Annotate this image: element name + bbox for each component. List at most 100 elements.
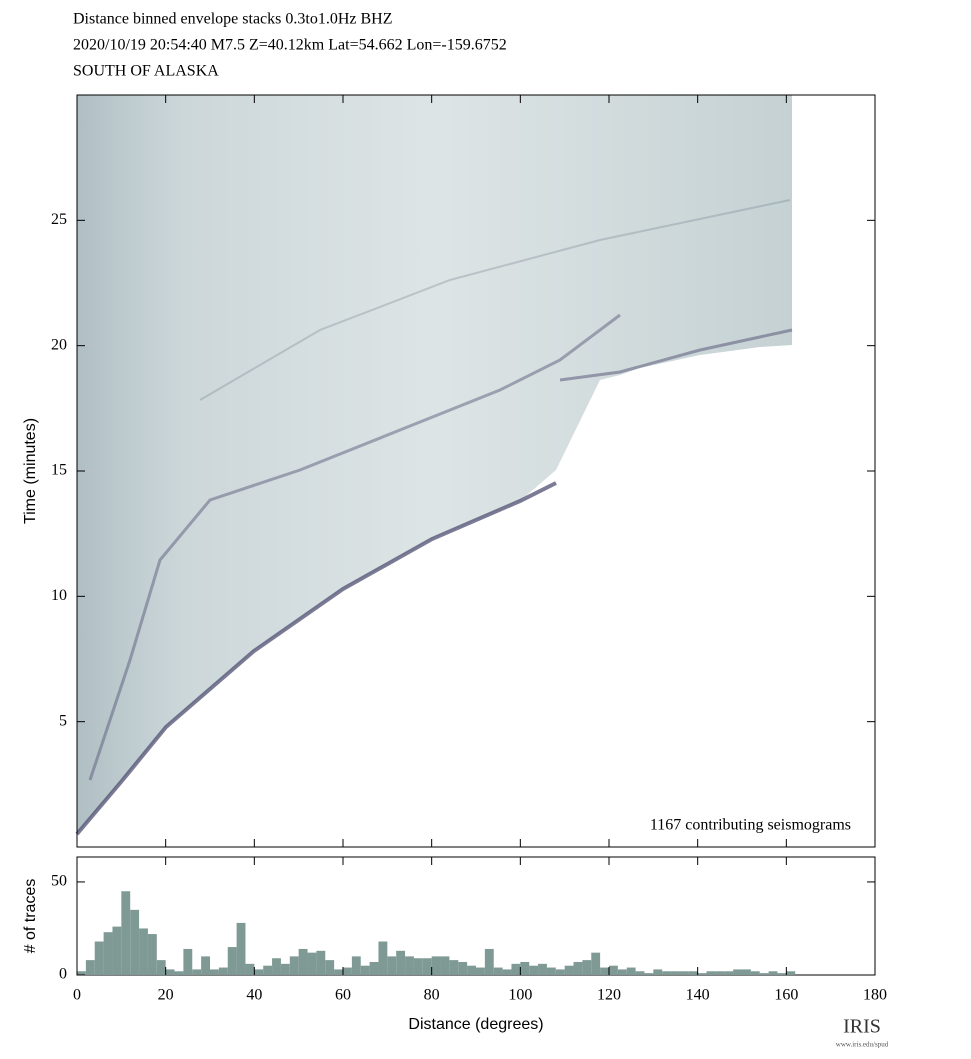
- bar: [573, 961, 583, 975]
- bar: [174, 971, 184, 975]
- bar: [351, 956, 361, 975]
- bar: [493, 967, 503, 975]
- bar: [458, 961, 468, 975]
- bar: [635, 971, 645, 975]
- logo: IRIS: [843, 1016, 881, 1038]
- bar: [334, 969, 343, 975]
- bar: [715, 971, 725, 975]
- bar: [112, 926, 122, 975]
- bar: [742, 969, 751, 975]
- x-tick-label: 120: [597, 987, 621, 1004]
- plot-frame: [76, 856, 876, 976]
- bar: [431, 956, 441, 975]
- x-tick-label: 140: [686, 987, 710, 1004]
- bar: [422, 958, 432, 975]
- bar: [147, 934, 157, 975]
- y-tick-label: 50: [51, 873, 67, 890]
- bar: [733, 969, 742, 975]
- bar: [538, 963, 547, 975]
- x-tick-label: 80: [424, 987, 440, 1004]
- bar: [617, 969, 627, 975]
- bar: [236, 922, 246, 975]
- bar: [343, 967, 352, 975]
- x-tick-label: 20: [158, 987, 174, 1004]
- bar: [254, 969, 264, 975]
- title-line: SOUTH OF ALASKA: [73, 63, 219, 80]
- bar: [405, 956, 414, 975]
- y-tick-label: 5: [59, 712, 67, 729]
- bar: [263, 965, 273, 975]
- bar: [210, 969, 219, 975]
- x-tick-label: 180: [863, 987, 887, 1004]
- bar: [520, 961, 530, 975]
- bar: [77, 971, 86, 975]
- y-tick-label: 25: [51, 211, 67, 228]
- bar: [786, 971, 796, 975]
- bar: [307, 952, 317, 975]
- x-tick-label: 40: [246, 987, 262, 1004]
- bar: [245, 963, 255, 975]
- bar: [484, 948, 494, 975]
- annotation: 1167 contributing seismograms: [650, 817, 851, 834]
- bar: [777, 973, 787, 975]
- title-line: 2020/10/19 20:54:40 M7.5 Z=40.12km Lat=5…: [73, 37, 507, 54]
- bar: [511, 963, 521, 975]
- bar: [396, 950, 406, 975]
- bar: [697, 973, 707, 975]
- bar: [280, 963, 290, 975]
- y-axis-label: Time (minutes): [22, 418, 39, 524]
- bar: [679, 971, 689, 975]
- y-tick-label: 0: [59, 966, 67, 983]
- bar: [564, 965, 574, 975]
- x-tick-label: 100: [508, 987, 532, 1004]
- bar: [378, 941, 388, 975]
- bar: [768, 971, 778, 975]
- bar: [750, 971, 760, 975]
- bar: [192, 969, 202, 975]
- bar: [467, 965, 476, 975]
- bar: [139, 928, 148, 975]
- x-tick-label: 160: [774, 987, 798, 1004]
- envelope-image: [75, 95, 793, 836]
- bar: [85, 960, 95, 975]
- bar: [502, 969, 512, 975]
- bar: [600, 967, 609, 975]
- bar: [156, 960, 166, 975]
- bar: [662, 971, 672, 975]
- bar: [201, 956, 210, 975]
- bar: [121, 891, 131, 975]
- bar: [130, 909, 140, 975]
- bar: [103, 932, 113, 975]
- x-tick-label: 60: [335, 987, 351, 1004]
- bar: [582, 960, 592, 975]
- bar: [387, 956, 397, 975]
- bar: [476, 967, 485, 975]
- bar: [316, 950, 326, 975]
- bar: [555, 969, 565, 975]
- bar: [644, 973, 654, 975]
- bar: [165, 969, 175, 975]
- bar: [706, 971, 716, 975]
- bar: [289, 956, 299, 975]
- bar: [325, 960, 335, 975]
- y-tick-label: 10: [51, 587, 67, 604]
- bar: [626, 967, 636, 975]
- bar: [688, 971, 698, 975]
- bar: [449, 960, 459, 975]
- x-tick-label: 0: [73, 987, 81, 1004]
- bar: [227, 947, 237, 975]
- bar: [609, 965, 618, 975]
- bar: [413, 958, 423, 975]
- bar: [591, 952, 601, 975]
- bar: [671, 971, 680, 975]
- bar: [183, 948, 193, 975]
- y-tick-label: 20: [51, 336, 67, 353]
- bar: [546, 967, 556, 975]
- bar: [360, 965, 370, 975]
- logo-url: www.iris.edu/spud: [836, 1041, 889, 1049]
- bar: [529, 965, 539, 975]
- bar: [272, 958, 281, 975]
- bar: [724, 971, 734, 975]
- bar: [369, 961, 379, 975]
